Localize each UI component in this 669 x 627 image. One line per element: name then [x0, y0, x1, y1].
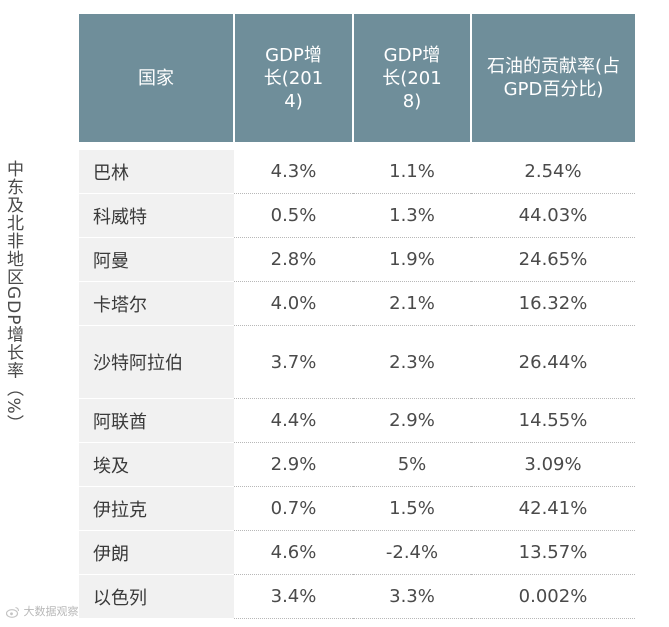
- gdp-growth-table: 国家 GDP增长(2014) GDP增长(2018) 石油的贡献率(占GPD百分…: [79, 14, 635, 619]
- table-row: 以色列 3.4% 3.3% 0.002%: [79, 574, 635, 619]
- watermark-text: 大数据观察: [23, 605, 79, 618]
- watermark: 大数据观察: [6, 603, 79, 619]
- table-row: 伊朗 4.6% -2.4% 13.57%: [79, 530, 635, 575]
- cell-gdp-2014: 4.4%: [234, 398, 353, 443]
- cell-oil: 14.55%: [471, 398, 635, 443]
- table-row: 埃及 2.9% 5% 3.09%: [79, 442, 635, 487]
- cell-country: 巴林: [79, 142, 234, 194]
- cell-gdp-2014: 2.8%: [234, 237, 353, 282]
- cell-country: 阿曼: [79, 237, 234, 282]
- cell-gdp-2018: 1.9%: [353, 237, 471, 282]
- cell-gdp-2018: 1.1%: [353, 142, 471, 194]
- cell-gdp-2018: 2.3%: [353, 325, 471, 399]
- table-header-row: 国家 GDP增长(2014) GDP增长(2018) 石油的贡献率(占GPD百分…: [79, 14, 635, 146]
- cell-country: 卡塔尔: [79, 281, 234, 326]
- cell-country: 伊朗: [79, 530, 234, 575]
- cell-gdp-2014: 3.4%: [234, 574, 353, 619]
- cell-gdp-2018: 2.1%: [353, 281, 471, 326]
- cell-gdp-2014: 4.6%: [234, 530, 353, 575]
- cell-country: 以色列: [79, 574, 234, 619]
- cell-oil: 26.44%: [471, 325, 635, 399]
- cell-gdp-2014: 4.0%: [234, 281, 353, 326]
- cell-gdp-2018: 1.5%: [353, 486, 471, 531]
- cell-gdp-2014: 4.3%: [234, 142, 353, 194]
- header-country: 国家: [79, 14, 234, 146]
- cell-oil: 3.09%: [471, 442, 635, 487]
- cell-country: 埃及: [79, 442, 234, 487]
- cell-oil: 16.32%: [471, 281, 635, 326]
- cell-country: 阿联酋: [79, 398, 234, 443]
- cell-oil: 44.03%: [471, 193, 635, 238]
- table-side-title: 中东及北非地区GDP增长率（%）: [3, 160, 23, 433]
- table-row: 阿联酋 4.4% 2.9% 14.55%: [79, 398, 635, 443]
- cell-gdp-2014: 3.7%: [234, 325, 353, 399]
- header-gdp-2018: GDP增长(2018): [352, 14, 471, 146]
- weibo-logo-icon: [6, 606, 20, 618]
- header-gdp-2014: GDP增长(2014): [233, 14, 353, 146]
- cell-oil: 42.41%: [471, 486, 635, 531]
- table-row: 阿曼 2.8% 1.9% 24.65%: [79, 237, 635, 282]
- cell-country: 科威特: [79, 193, 234, 238]
- cell-gdp-2014: 0.7%: [234, 486, 353, 531]
- cell-country: 沙特阿拉伯: [79, 325, 234, 399]
- cell-gdp-2018: 1.3%: [353, 193, 471, 238]
- cell-gdp-2018: 2.9%: [353, 398, 471, 443]
- header-oil-contribution: 石油的贡献率(占GPD百分比): [470, 14, 635, 146]
- cell-gdp-2018: 3.3%: [353, 574, 471, 619]
- cell-gdp-2018: 5%: [353, 442, 471, 487]
- cell-oil: 2.54%: [471, 142, 635, 194]
- table-row: 巴林 4.3% 1.1% 2.54%: [79, 142, 635, 194]
- cell-gdp-2018: -2.4%: [353, 530, 471, 575]
- cell-gdp-2014: 0.5%: [234, 193, 353, 238]
- cell-oil: 13.57%: [471, 530, 635, 575]
- table-row: 沙特阿拉伯 3.7% 2.3% 26.44%: [79, 325, 635, 399]
- cell-oil: 0.002%: [471, 574, 635, 619]
- table-row: 科威特 0.5% 1.3% 44.03%: [79, 193, 635, 238]
- cell-oil: 24.65%: [471, 237, 635, 282]
- cell-gdp-2014: 2.9%: [234, 442, 353, 487]
- table-row: 伊拉克 0.7% 1.5% 42.41%: [79, 486, 635, 531]
- cell-country: 伊拉克: [79, 486, 234, 531]
- table-row: 卡塔尔 4.0% 2.1% 16.32%: [79, 281, 635, 326]
